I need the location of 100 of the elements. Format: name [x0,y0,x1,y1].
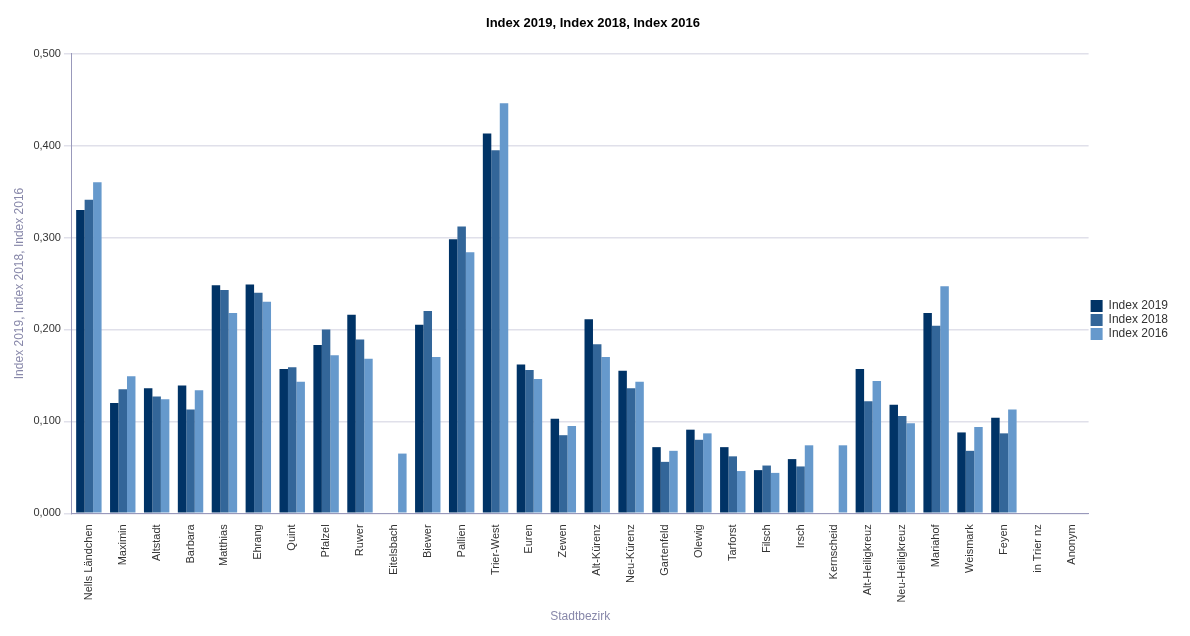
bar [152,396,161,513]
bar [1008,409,1017,513]
bar [923,312,932,513]
x-tick-label: Irsch [793,524,806,549]
bar [686,429,695,513]
bar [355,339,365,513]
x-tick-label: Pallien [454,524,467,558]
x-tick-label: Olewig [691,524,704,558]
bar [796,466,805,513]
bar [516,364,526,513]
bar [160,399,170,513]
bar [287,367,297,513]
x-tick-label: Gartenfeld [658,524,671,576]
bar [186,409,195,513]
x-tick-label: Filsch [759,524,772,554]
bar [855,368,865,513]
x-tick-label: Nells Ländchen [81,524,94,601]
bar [965,450,975,513]
bar [660,461,670,513]
bar [872,380,882,513]
bar [245,284,255,513]
bar [321,329,331,513]
bar [364,358,373,513]
x-tick-label: Zewen [556,524,569,558]
x-tick-label: Matthias [217,523,230,566]
legend-label: Index 2019 [1108,298,1169,313]
bar [330,355,339,513]
bar [897,415,907,513]
x-tick-label: Alt-Heiligkreuz [861,524,874,596]
bar [728,456,738,513]
bar [220,289,229,513]
bar [84,199,94,513]
legend-label: Index 2016 [1108,326,1169,341]
bar [347,314,356,513]
bar [906,423,915,513]
x-tick-label: Feyen [996,524,1009,555]
x-tick-label: Anonym [1064,524,1077,565]
bar [703,433,712,513]
bar [465,252,475,513]
y-tick-label: 0,200 [33,322,61,335]
x-tick-label: Ehrang [251,524,264,560]
bar [787,459,797,513]
x-tick-label: Tarforst [725,524,738,562]
x-tick-label: Pfalzel [319,524,332,558]
bar [669,450,678,513]
bar [838,445,848,513]
y-tick-label: 0,100 [33,414,61,427]
x-axis-title: Stadtbezirk [550,609,612,624]
bar [601,357,610,513]
x-tick-label: Weismark [963,523,976,574]
bar [940,286,949,513]
bar [110,403,119,513]
y-tick-label: 0,400 [33,138,61,151]
bar [626,388,636,513]
bar [635,381,644,513]
x-tick-label: Eitelsbach [386,524,399,576]
bar [889,404,898,513]
bar [737,471,746,513]
bar [76,209,85,513]
bar [694,439,704,513]
bar [194,390,204,513]
x-tick-label: Kernscheid [827,524,840,580]
x-tick-label: Altstadt [149,524,162,562]
x-tick-label: Quint [285,524,298,551]
y-tick-label: 0,500 [33,46,61,59]
bar [592,344,602,513]
bar [770,472,780,513]
bar [415,324,424,513]
bar [398,453,407,513]
bar [262,301,272,513]
y-tick-label: 0,000 [33,506,61,519]
x-tick-label: Biewer [420,524,433,558]
bar [804,445,814,513]
bar [931,325,941,513]
bar [753,470,763,513]
bar [448,239,458,513]
x-tick-label: Mariahof [929,523,942,568]
bar [143,388,153,513]
bar [864,401,873,513]
bar [762,465,771,513]
bar [211,285,221,513]
bar [499,103,509,513]
bar [228,312,238,513]
bar [991,417,1000,513]
bar [491,150,500,513]
x-tick-label: Barbara [183,523,196,564]
chart-title: Index 2019, Index 2018, Index 2016 [486,15,700,31]
x-tick-label: Neu-Kürenz [624,524,637,584]
y-axis-title: Index 2019, Index 2018, Index 2016 [11,187,26,380]
bar [584,319,593,513]
bar [423,311,432,513]
bar [652,447,661,513]
bar [279,368,288,513]
bar [254,292,263,513]
bar [93,182,102,513]
bar [550,418,560,513]
bar [457,226,466,513]
bar [567,426,577,513]
bar [482,133,492,513]
y-tick-label: 0,300 [33,230,61,243]
